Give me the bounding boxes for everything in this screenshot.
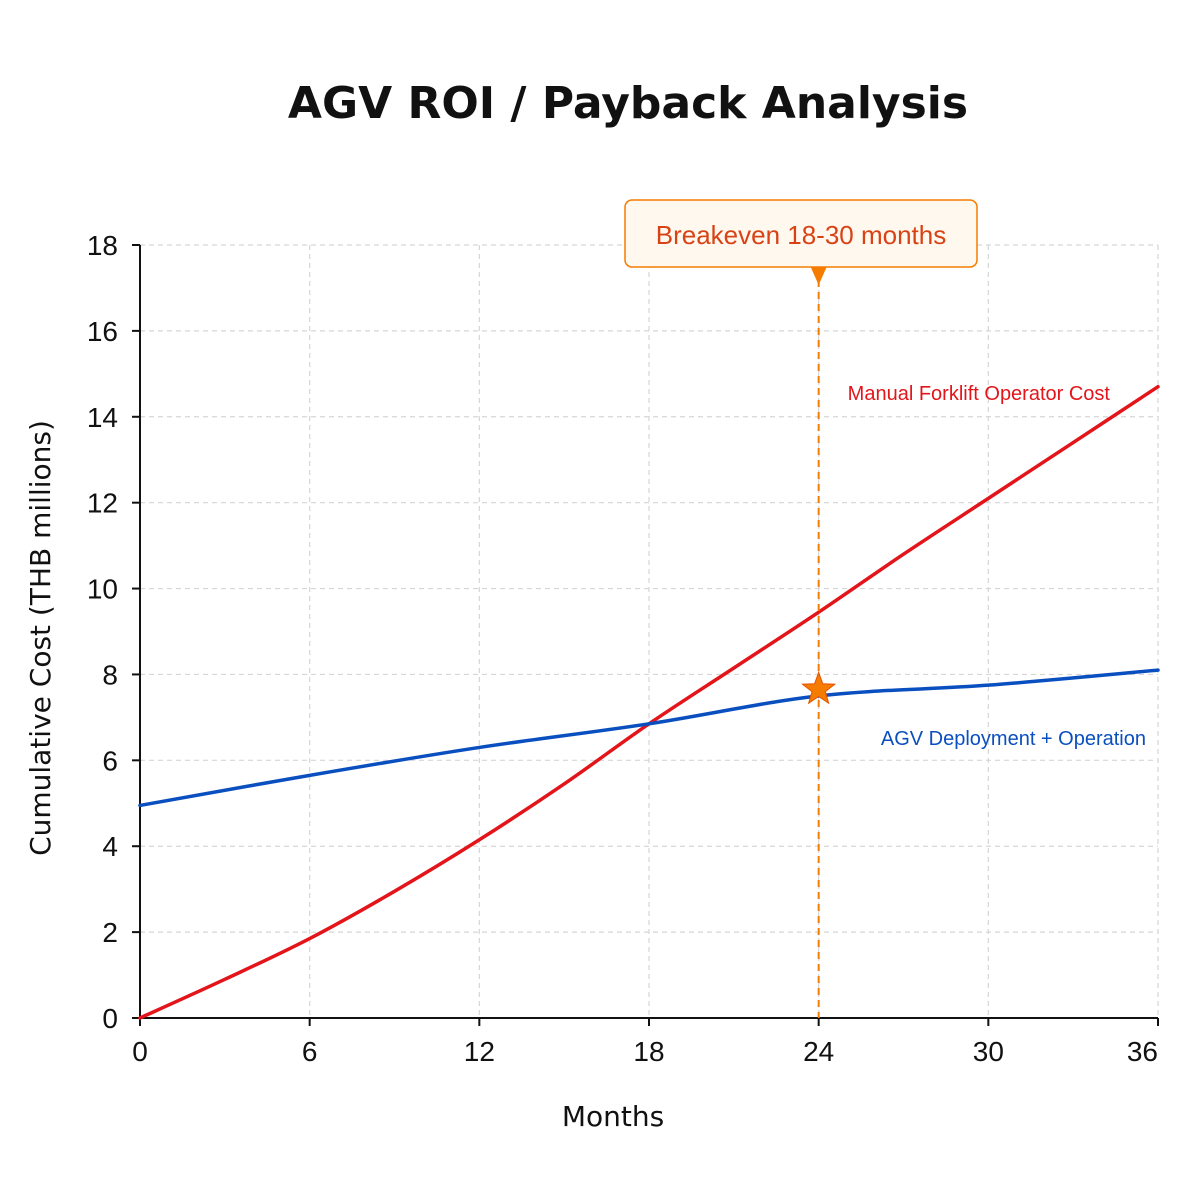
y-tick-label: 8	[102, 659, 118, 690]
x-tick-label: 18	[633, 1036, 664, 1067]
x-tick-label: 36	[1127, 1036, 1158, 1067]
x-tick-label: 30	[973, 1036, 1004, 1067]
x-tick-label: 12	[464, 1036, 495, 1067]
axes	[132, 244, 1159, 1026]
series-line-manual-forklift	[138, 384, 1160, 1020]
y-tick-label: 6	[102, 745, 118, 776]
y-tick-label: 18	[87, 230, 118, 261]
y-tick-label: 2	[102, 917, 118, 948]
chart-title: AGV ROI / Payback Analysis	[288, 78, 968, 129]
x-axis-label: Months	[562, 1100, 664, 1133]
breakeven-callout-box	[624, 199, 978, 268]
y-tick-label: 0	[102, 1003, 118, 1034]
series-lines: Manual Forklift Operator Cost AGV Deploym…	[138, 383, 1160, 1020]
y-axis-label: Cumulative Cost (THB millions)	[24, 420, 57, 856]
series-label-manual-forklift: Manual Forklift Operator Cost	[848, 383, 1111, 405]
y-tick-label: 12	[87, 488, 118, 519]
x-tick-label: 6	[302, 1036, 318, 1067]
x-tick-label: 0	[132, 1036, 148, 1067]
y-tick-label: 10	[87, 574, 118, 605]
breakeven-star-icon	[801, 671, 837, 705]
series-label-agv: AGV Deployment + Operation	[881, 728, 1146, 750]
y-tick-label: 14	[87, 402, 118, 433]
annotations: Breakeven 18-30 months	[624, 199, 978, 1018]
x-tick-label: 24	[803, 1036, 834, 1067]
y-tick-label: 16	[87, 316, 118, 347]
breakeven-callout-label: Breakeven 18-30 months	[656, 220, 947, 250]
grid	[140, 244, 1159, 1018]
series-line-agv	[138, 668, 1160, 808]
y-tick-label: 4	[102, 831, 118, 862]
callout-pointer-icon	[810, 267, 827, 285]
